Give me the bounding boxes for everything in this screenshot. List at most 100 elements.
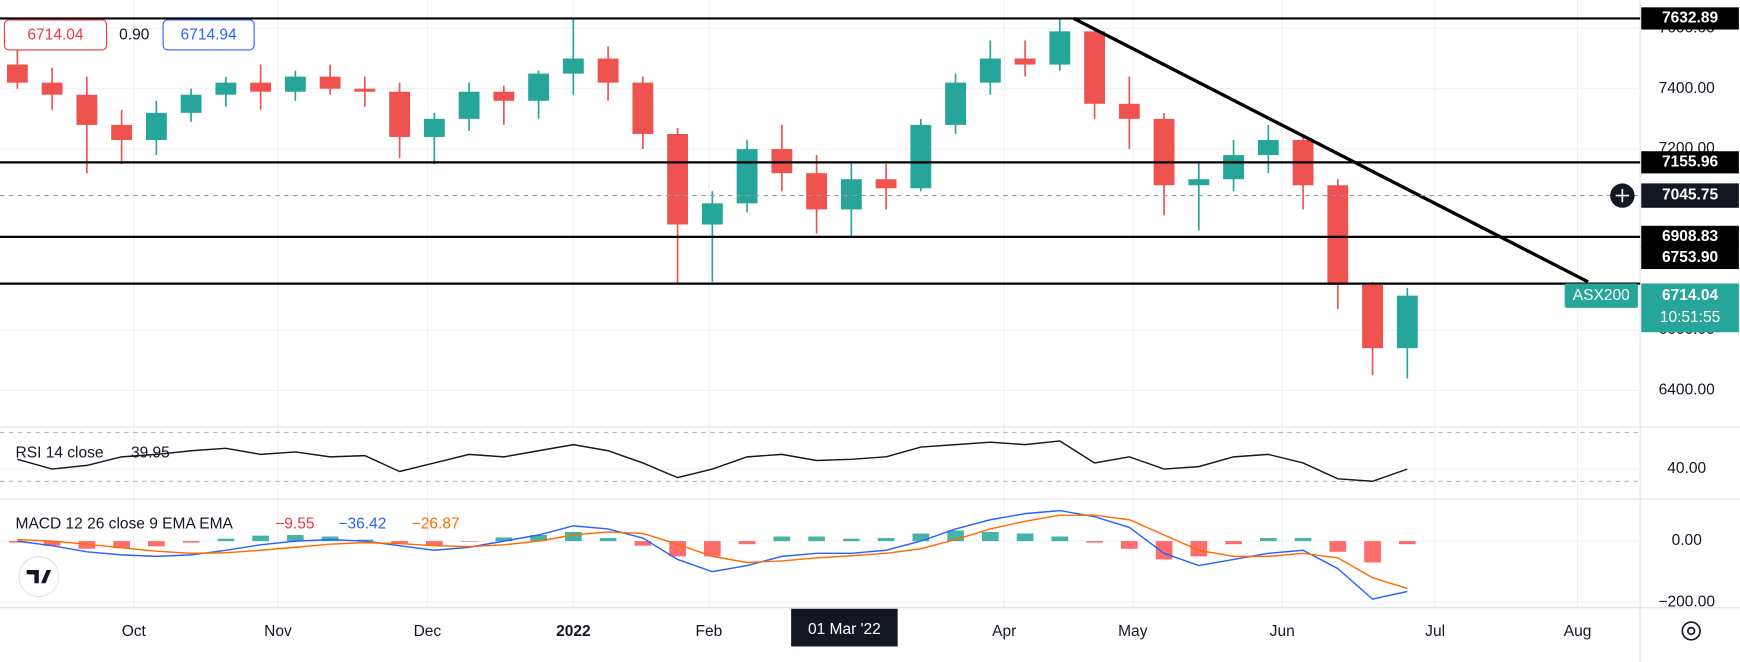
candle-body [1084, 31, 1106, 104]
macd-histogram-bar [773, 536, 791, 542]
macd-histogram-bar [426, 541, 443, 546]
macd-histogram-bar [599, 538, 617, 542]
candle-body [423, 118, 445, 137]
x-tick-label: Jun [1270, 623, 1295, 640]
candle-body [771, 149, 793, 174]
settings-button[interactable] [1681, 621, 1701, 641]
macd-histogram-bar [634, 541, 652, 546]
macd-histogram-bar [1329, 541, 1347, 552]
x-tick-label: Oct [122, 623, 147, 640]
macd-histogram-bar [287, 535, 304, 542]
candle-body [41, 82, 63, 95]
macd-histogram-bar [1190, 541, 1208, 557]
candle-body [528, 73, 550, 101]
signal-line [17, 514, 1408, 590]
spread: 0.90 [119, 27, 150, 44]
macd-legend-value: −9.55 [275, 516, 314, 533]
add-icon [1615, 188, 1630, 203]
macd-histogram-bar [460, 541, 478, 542]
candle-body [979, 58, 1001, 83]
y-tick-label: 40.00 [1667, 460, 1706, 477]
macd-histogram-bar [495, 537, 513, 542]
level-label: 6753.90 [1662, 249, 1718, 266]
macd-histogram-bar [738, 541, 756, 545]
macd-histogram-bar [877, 538, 895, 542]
macd-histogram-bar [947, 530, 964, 542]
candle-body [1223, 155, 1244, 180]
y-tick-label: 0.00 [1672, 532, 1703, 549]
macd-histogram-bar [1259, 538, 1277, 542]
macd-histogram-bar [530, 535, 547, 542]
crosshair-price-box [1641, 183, 1739, 208]
macd-histogram-bar [669, 541, 686, 557]
candle-body [250, 82, 272, 92]
macd-histogram-bar [1294, 538, 1312, 542]
macd-histogram-bar [321, 536, 339, 542]
candle-body [180, 94, 202, 113]
candle-body [284, 76, 306, 92]
candle-body [632, 82, 654, 134]
level-label: 6908.83 [1662, 228, 1718, 245]
y-tick-label: −200.00 [1658, 593, 1715, 610]
settings-dot [1687, 626, 1696, 636]
x-tick-label: Nov [264, 623, 292, 640]
y-tick-label: 6400.00 [1659, 382, 1715, 399]
candle-body [354, 88, 376, 92]
candle-body [1362, 284, 1383, 349]
candle-body [111, 124, 133, 140]
macd-legend-value: −26.87 [412, 516, 460, 533]
last-price-name: ASX200 [1573, 287, 1630, 304]
macd-histogram-bar [43, 541, 61, 546]
macd-histogram-bar [1398, 541, 1416, 545]
candle-body [875, 179, 897, 189]
last-price-tag [1564, 283, 1638, 308]
ask-box[interactable] [162, 19, 255, 51]
crosshair-time: 01 Mar '22 [808, 621, 881, 638]
candle-body [215, 82, 237, 95]
ask: 6714.94 [181, 27, 237, 44]
last-price-value: 6714.04 [1662, 287, 1718, 304]
bid-box[interactable] [3, 19, 108, 51]
candle-body [1396, 295, 1418, 349]
crosshair-price: 7045.75 [1662, 187, 1718, 204]
mark-layer [0, 16, 1641, 600]
x-tick-label: Feb [695, 623, 722, 640]
macd-histogram-bar [78, 541, 96, 549]
candle-body [562, 58, 584, 74]
overlay-layer: 7632.89 7155.96 6908.83 6753.90 7045.75 01 Ma… [3, 7, 1739, 647]
candle-body [145, 112, 167, 140]
candle-body [6, 64, 28, 83]
macd-histogram-bar [1120, 541, 1138, 549]
level-label-box [1641, 151, 1739, 174]
macd-histogram-bar [912, 533, 930, 542]
macd-histogram-bar [217, 538, 235, 542]
candle-body [806, 173, 828, 210]
crosshair-time-box [791, 608, 898, 647]
macd-histogram-bar [1016, 533, 1034, 542]
x-tick-label: Apr [992, 623, 1016, 640]
candle-body [319, 76, 341, 89]
macd-histogram-bar [1155, 541, 1173, 560]
candle-body [945, 82, 967, 125]
candle-body [1118, 103, 1140, 119]
macd-histogram-bar [842, 538, 860, 542]
candle-body [840, 179, 862, 210]
macd-histogram-bar [252, 535, 269, 542]
macd-title: MACD 12 26 close 9 EMA EMA [16, 516, 234, 533]
macd-histogram-bar [391, 541, 408, 544]
candle-body [389, 91, 411, 137]
macd-legend-value: −36.42 [338, 516, 386, 533]
macd-histogram-bar [704, 541, 721, 557]
candle-body [597, 58, 619, 83]
bid: 6714.04 [27, 27, 83, 44]
macd-histogram-bar [808, 536, 825, 542]
x-tick-label: May [1118, 623, 1148, 640]
level-label-box [1641, 246, 1739, 270]
macd-histogram-bar [9, 541, 26, 543]
macd-histogram-bar [981, 531, 999, 542]
y-tick-label: 7400.00 [1659, 80, 1715, 97]
countdown: 10:51:55 [1660, 309, 1720, 326]
x-tick-label: Aug [1564, 623, 1592, 640]
logo-mark [26, 569, 52, 584]
